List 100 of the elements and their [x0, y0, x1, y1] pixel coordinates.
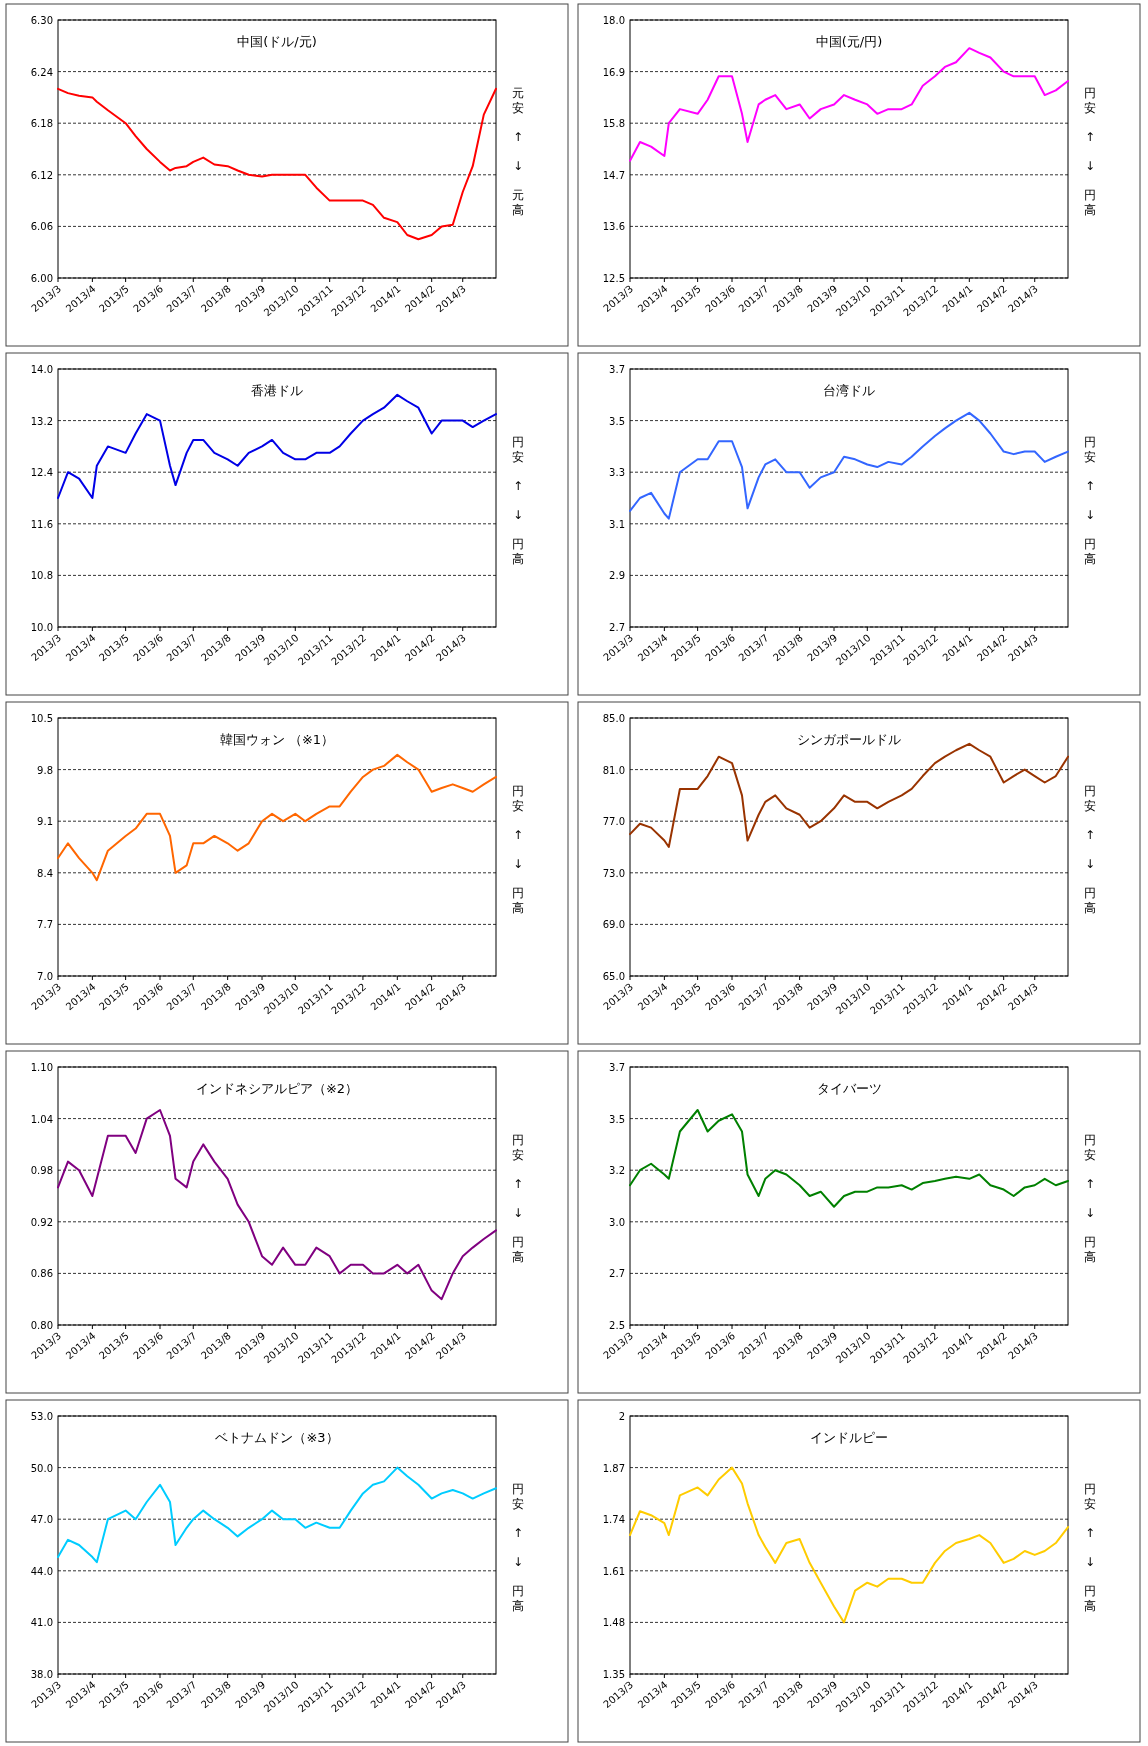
y-tick-label: 2.9: [609, 570, 625, 582]
y-tick-label: 2.5: [609, 1320, 625, 1331]
text: 円安: [1084, 784, 1096, 814]
text: ↑: [1084, 479, 1096, 494]
text: ↑: [1084, 828, 1096, 843]
y-tick-label: 3.5: [609, 1113, 625, 1125]
text: 円安: [1084, 1482, 1096, 1512]
text: 円高: [512, 1235, 524, 1265]
y-tick-label: 73.0: [602, 867, 625, 879]
text: 円高: [512, 1584, 524, 1614]
text: 元高: [512, 188, 524, 218]
text: 香港ドル: [251, 383, 303, 398]
text: 円安: [512, 435, 524, 465]
y-tick-label: 2: [618, 1411, 625, 1422]
y-tick-label: 13.2: [30, 415, 53, 427]
line-series: [57, 1109, 497, 1301]
y-tick-label: 3.7: [609, 364, 625, 375]
y-tick-label: 10.5: [30, 713, 53, 724]
y-tick-label: 1.48: [602, 1617, 625, 1629]
text: インドネシアルピア（※2）: [195, 1081, 359, 1096]
text: 円安: [512, 1133, 524, 1163]
text: 円高: [1084, 537, 1096, 567]
y-tick-label: 3.3: [609, 467, 625, 479]
text: ↑: [512, 479, 524, 494]
y-tick-label: 9.1: [37, 816, 53, 828]
y-tick-label: 8.4: [37, 867, 53, 879]
text: 中国(ドル/元): [237, 34, 317, 49]
y-tick-label: 6.00: [30, 273, 53, 284]
text: ↓: [1084, 857, 1096, 872]
y-tick-label: 44.0: [30, 1565, 53, 1577]
text: ↓: [512, 159, 524, 174]
text: ↓: [1084, 1206, 1096, 1221]
text: ↑: [512, 130, 524, 145]
text: 元安: [512, 86, 524, 116]
line-series: [629, 1109, 1069, 1208]
y-tick-label: 6.24: [30, 66, 53, 78]
text: 円安: [1084, 86, 1096, 116]
text: ↑: [512, 1526, 524, 1541]
y-tick-label: 15.8: [602, 118, 625, 130]
y-tick-label: 0.86: [30, 1268, 53, 1280]
y-tick-label: 6.06: [30, 221, 53, 233]
y-tick-label: 0.92: [30, 1216, 53, 1228]
text: 韓国ウォン （※1）: [219, 732, 335, 747]
y-tick-label: 10.0: [30, 622, 53, 633]
text: 円高: [1084, 188, 1096, 218]
text: ↑: [512, 828, 524, 843]
y-tick-label: 50.0: [30, 1462, 53, 1474]
y-tick-label: 81.0: [602, 764, 625, 776]
text: 台湾ドル: [823, 383, 875, 398]
y-tick-label: 0.98: [30, 1165, 53, 1177]
text: ↓: [512, 857, 524, 872]
text: インドルピー: [810, 1430, 888, 1445]
y-tick-label: 0.80: [30, 1320, 53, 1331]
y-tick-label: 1.04: [30, 1113, 53, 1125]
text: 円安: [1084, 1133, 1096, 1163]
y-tick-label: 2.7: [609, 1268, 625, 1280]
y-tick-label: 14.0: [30, 364, 53, 375]
y-tick-label: 6.18: [30, 118, 53, 130]
y-tick-label: 1.35: [602, 1669, 625, 1680]
text: タイバーツ: [816, 1081, 882, 1096]
text: 円高: [512, 886, 524, 916]
y-tick-label: 7.0: [37, 971, 53, 982]
y-tick-label: 3.0: [609, 1216, 625, 1228]
y-tick-label: 1.61: [602, 1565, 625, 1577]
y-tick-label: 16.9: [602, 66, 625, 78]
text: ↓: [512, 508, 524, 523]
y-tick-label: 3.5: [609, 415, 625, 427]
y-tick-label: 3.2: [609, 1165, 625, 1177]
y-tick-label: 3.1: [609, 518, 625, 530]
y-tick-label: 11.6: [30, 518, 53, 530]
y-tick-label: 13.6: [602, 221, 625, 233]
text: 円高: [1084, 886, 1096, 916]
text: ↓: [1084, 159, 1096, 174]
text: 円安: [1084, 435, 1096, 465]
y-tick-label: 2.7: [609, 622, 625, 633]
line-series: [629, 1466, 1069, 1624]
text: ↓: [512, 1206, 524, 1221]
line-series: [629, 411, 1069, 520]
text: ↓: [1084, 1555, 1096, 1570]
y-tick-label: 85.0: [602, 713, 625, 724]
y-tick-label: 1.74: [602, 1514, 625, 1526]
text: ↑: [1084, 130, 1096, 145]
text: 円安: [512, 1482, 524, 1512]
y-tick-label: 18.0: [602, 15, 625, 26]
text: 中国(元/円): [815, 34, 883, 49]
text: ↑: [1084, 1526, 1096, 1541]
y-tick-label: 38.0: [30, 1669, 53, 1680]
line-series: [57, 1466, 497, 1564]
line-series: [57, 87, 497, 241]
y-tick-label: 6.30: [30, 15, 53, 26]
text: ↓: [512, 1555, 524, 1570]
line-series: [57, 753, 497, 882]
y-tick-label: 10.8: [30, 570, 53, 582]
y-tick-label: 1.87: [602, 1462, 625, 1474]
text: シンガポールドル: [797, 732, 901, 747]
text: 円高: [1084, 1235, 1096, 1265]
y-tick-label: 3.7: [609, 1062, 625, 1073]
text: ↓: [1084, 508, 1096, 523]
y-tick-label: 12.4: [30, 467, 53, 479]
y-tick-label: 1.10: [30, 1062, 53, 1073]
